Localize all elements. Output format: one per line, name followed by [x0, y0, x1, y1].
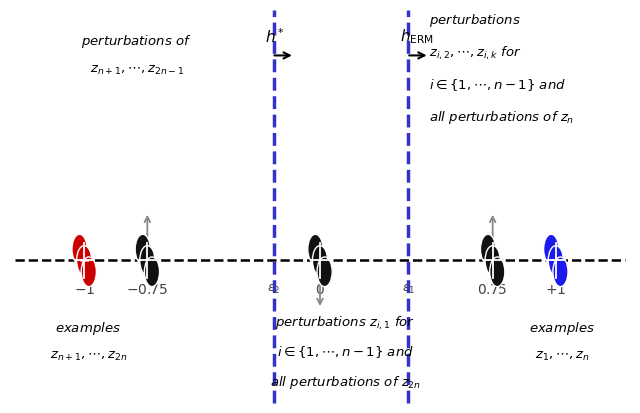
Text: $\mathit{all\ perturbations\ of}\ z_n$: $\mathit{all\ perturbations\ of}\ z_n$ — [429, 109, 575, 126]
Ellipse shape — [485, 246, 500, 275]
Ellipse shape — [81, 257, 97, 287]
Text: $h^*$: $h^*$ — [265, 27, 285, 46]
Text: $-1$: $-1$ — [74, 283, 95, 297]
Text: −: − — [78, 254, 90, 268]
Text: $\mathit{perturbations\ of}$: $\mathit{perturbations\ of}$ — [81, 33, 192, 50]
Text: $\mathit{examples}$: $\mathit{examples}$ — [529, 320, 595, 337]
Text: $\varepsilon_2$: $\varepsilon_2$ — [267, 283, 280, 297]
Text: $\mathit{examples}$: $\mathit{examples}$ — [56, 320, 122, 337]
Ellipse shape — [481, 234, 495, 264]
Text: +: + — [550, 254, 561, 267]
Text: $i\in\{1,\cdots,n-1\}\ \mathit{and}$: $i\in\{1,\cdots,n-1\}\ \mathit{and}$ — [277, 344, 413, 360]
Ellipse shape — [140, 246, 155, 275]
Ellipse shape — [312, 246, 328, 275]
Text: $\mathit{all\ perturbations\ of}\ z_{2n}$: $\mathit{all\ perturbations\ of}\ z_{2n}… — [269, 374, 421, 391]
Text: $i\in\{1,\cdots,n-1\}\ \mathit{and}$: $i\in\{1,\cdots,n-1\}\ \mathit{and}$ — [429, 77, 566, 93]
Text: $z_1,\cdots,z_n$: $z_1,\cdots,z_n$ — [535, 349, 589, 363]
Text: $\varepsilon_1$: $\varepsilon_1$ — [402, 283, 415, 297]
Ellipse shape — [553, 257, 568, 287]
Ellipse shape — [548, 246, 563, 275]
Text: $0$: $0$ — [315, 283, 325, 297]
Text: $z_{i,2},\cdots,z_{i,k}\ \mathit{for}$: $z_{i,2},\cdots,z_{i,k}\ \mathit{for}$ — [429, 45, 522, 62]
Text: $0.75$: $0.75$ — [477, 283, 508, 297]
Ellipse shape — [317, 257, 332, 287]
Ellipse shape — [543, 234, 559, 264]
Ellipse shape — [72, 234, 87, 264]
Ellipse shape — [135, 234, 150, 264]
Ellipse shape — [77, 246, 92, 275]
Ellipse shape — [490, 257, 505, 287]
Text: $\mathit{perturbations}$: $\mathit{perturbations}$ — [429, 12, 521, 29]
Text: $-0.75$: $-0.75$ — [126, 283, 168, 297]
Text: $z_{n+1},\cdots,z_{2n}$: $z_{n+1},\cdots,z_{2n}$ — [50, 349, 127, 363]
Text: $h_{\mathrm{ERM}}$: $h_{\mathrm{ERM}}$ — [400, 27, 434, 46]
Ellipse shape — [308, 234, 323, 264]
Text: $+1$: $+1$ — [545, 283, 566, 297]
Ellipse shape — [145, 257, 159, 287]
Text: $\mathit{perturbations}\ z_{i,1}\ \mathit{for}$: $\mathit{perturbations}\ z_{i,1}\ \mathi… — [275, 314, 415, 332]
Text: $z_{n+1},\cdots,z_{2n-1}$: $z_{n+1},\cdots,z_{2n-1}$ — [90, 64, 184, 77]
